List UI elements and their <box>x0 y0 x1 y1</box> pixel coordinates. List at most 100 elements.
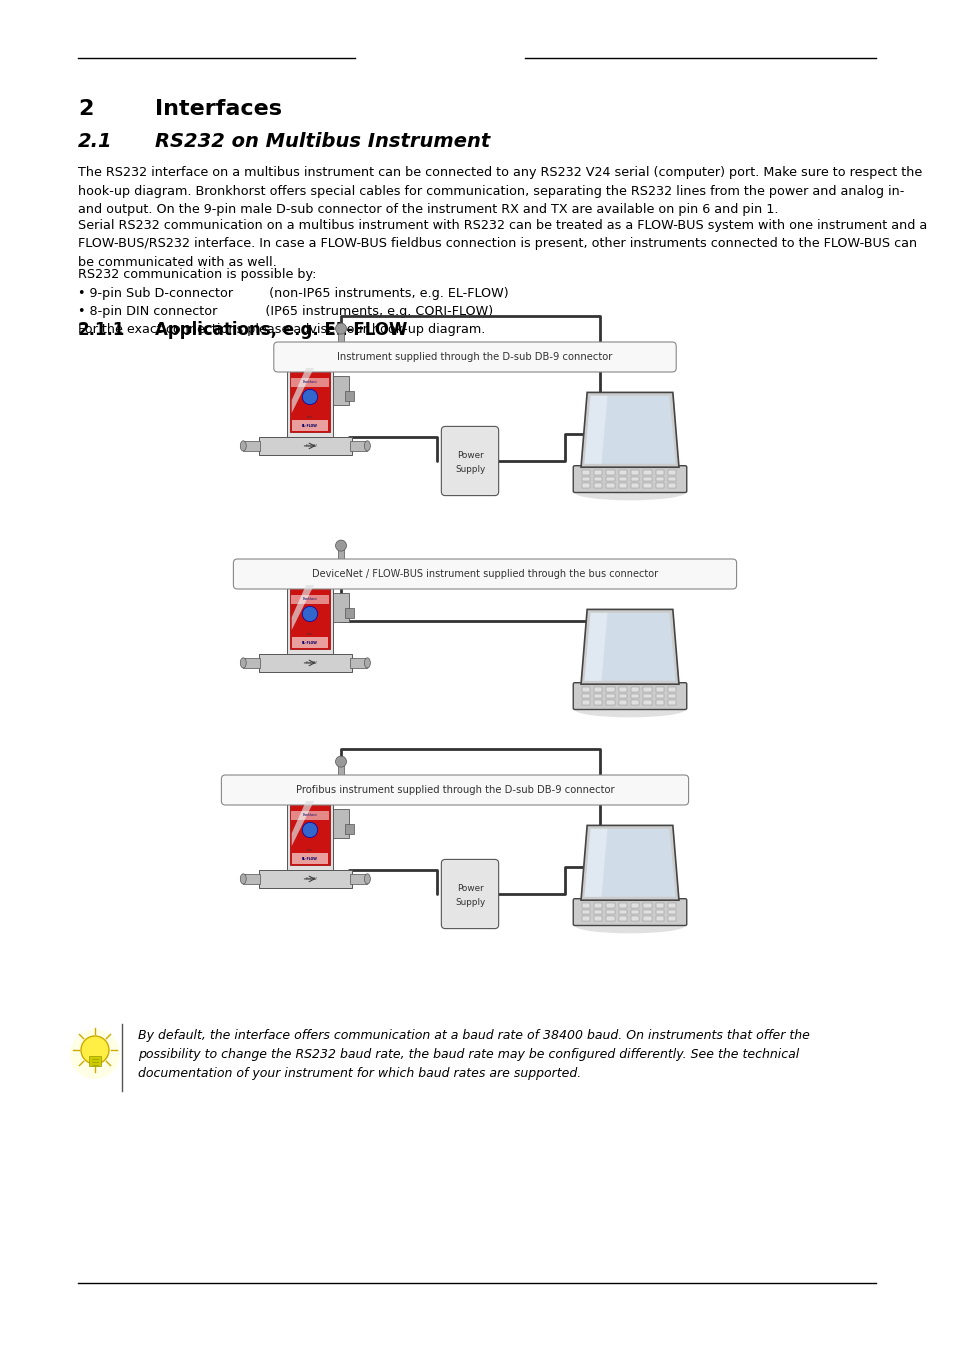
Bar <box>292 638 328 647</box>
Polygon shape <box>292 367 314 413</box>
Polygon shape <box>580 609 679 684</box>
Polygon shape <box>580 825 679 900</box>
Polygon shape <box>584 613 675 681</box>
Bar <box>290 801 330 865</box>
Bar <box>642 470 651 474</box>
Bar <box>630 482 639 488</box>
Bar <box>333 593 348 623</box>
Text: Power: Power <box>456 885 483 893</box>
Bar <box>667 477 676 481</box>
Ellipse shape <box>364 658 370 667</box>
Bar <box>286 781 333 870</box>
Bar <box>655 482 663 488</box>
Bar <box>642 693 651 698</box>
Bar <box>667 482 676 488</box>
Bar <box>605 916 614 920</box>
Bar <box>618 688 626 692</box>
Bar <box>618 916 626 920</box>
Text: 2.1.1: 2.1.1 <box>78 322 125 339</box>
Bar <box>667 693 676 698</box>
Bar <box>345 608 354 617</box>
FancyBboxPatch shape <box>441 427 498 496</box>
Bar <box>350 440 367 451</box>
Polygon shape <box>584 396 675 463</box>
Bar <box>291 378 329 386</box>
Bar <box>333 376 348 405</box>
FancyBboxPatch shape <box>274 342 676 372</box>
Ellipse shape <box>574 485 684 500</box>
Ellipse shape <box>240 440 246 451</box>
Bar <box>594 693 601 698</box>
Bar <box>258 436 352 455</box>
Bar <box>642 688 651 692</box>
Bar <box>630 909 639 915</box>
Bar <box>291 811 329 820</box>
Bar <box>605 909 614 915</box>
Bar <box>667 470 676 474</box>
FancyBboxPatch shape <box>441 859 498 928</box>
Bar <box>581 700 590 705</box>
Bar <box>605 482 614 488</box>
Text: FLOW: FLOW <box>306 661 317 665</box>
Bar <box>655 693 663 698</box>
Bar <box>594 904 601 908</box>
Ellipse shape <box>364 440 370 451</box>
Bar <box>605 470 614 474</box>
Text: FLOW: FLOW <box>306 444 317 449</box>
Bar <box>581 688 590 692</box>
Ellipse shape <box>240 874 246 884</box>
Bar <box>581 477 590 481</box>
Bar <box>642 477 651 481</box>
Circle shape <box>302 389 317 404</box>
Circle shape <box>302 607 317 621</box>
Bar <box>655 700 663 705</box>
Bar <box>594 916 601 920</box>
Bar <box>345 390 354 401</box>
Bar <box>292 854 328 863</box>
Bar <box>655 477 663 481</box>
Bar <box>337 332 344 347</box>
Bar <box>630 470 639 474</box>
Ellipse shape <box>574 703 684 717</box>
Text: Supply: Supply <box>455 898 485 907</box>
Text: By default, the interface offers communication at a baud rate of 38400 baud. On : By default, the interface offers communi… <box>138 1029 809 1079</box>
Bar <box>618 482 626 488</box>
Bar <box>618 700 626 705</box>
Circle shape <box>335 757 346 767</box>
Bar <box>594 700 601 705</box>
Circle shape <box>302 823 317 838</box>
Bar <box>337 549 344 565</box>
Polygon shape <box>584 613 607 681</box>
Bar <box>630 916 639 920</box>
Text: xxxx: xxxx <box>307 415 313 419</box>
Text: 2.1: 2.1 <box>78 132 112 151</box>
Circle shape <box>335 323 346 334</box>
Bar <box>292 420 328 431</box>
Text: Supply: Supply <box>455 465 485 474</box>
Bar <box>630 477 639 481</box>
Bar <box>333 808 348 839</box>
Text: EL-FLOW: EL-FLOW <box>302 423 317 427</box>
Text: Power: Power <box>456 451 483 461</box>
Bar <box>581 482 590 488</box>
Text: The RS232 interface on a multibus instrument can be connected to any RS232 V24 s: The RS232 interface on a multibus instru… <box>78 166 922 216</box>
Text: Bronkhorst: Bronkhorst <box>302 381 317 385</box>
Bar <box>655 470 663 474</box>
Bar <box>345 824 354 834</box>
FancyBboxPatch shape <box>573 466 686 493</box>
Bar <box>286 347 333 436</box>
Bar <box>655 909 663 915</box>
Text: RS232 communication is possible by:
• 9-pin Sub D-connector         (non-IP65 in: RS232 communication is possible by: • 9-… <box>78 267 508 336</box>
Bar <box>581 904 590 908</box>
Bar <box>605 700 614 705</box>
Bar <box>667 909 676 915</box>
FancyBboxPatch shape <box>233 559 736 589</box>
Ellipse shape <box>364 874 370 884</box>
Circle shape <box>335 540 346 551</box>
Bar <box>667 688 676 692</box>
Ellipse shape <box>240 658 246 667</box>
Polygon shape <box>584 828 675 897</box>
Bar <box>581 909 590 915</box>
Bar <box>581 470 590 474</box>
Text: Applications, e.g. EL-FLOW: Applications, e.g. EL-FLOW <box>154 322 407 339</box>
